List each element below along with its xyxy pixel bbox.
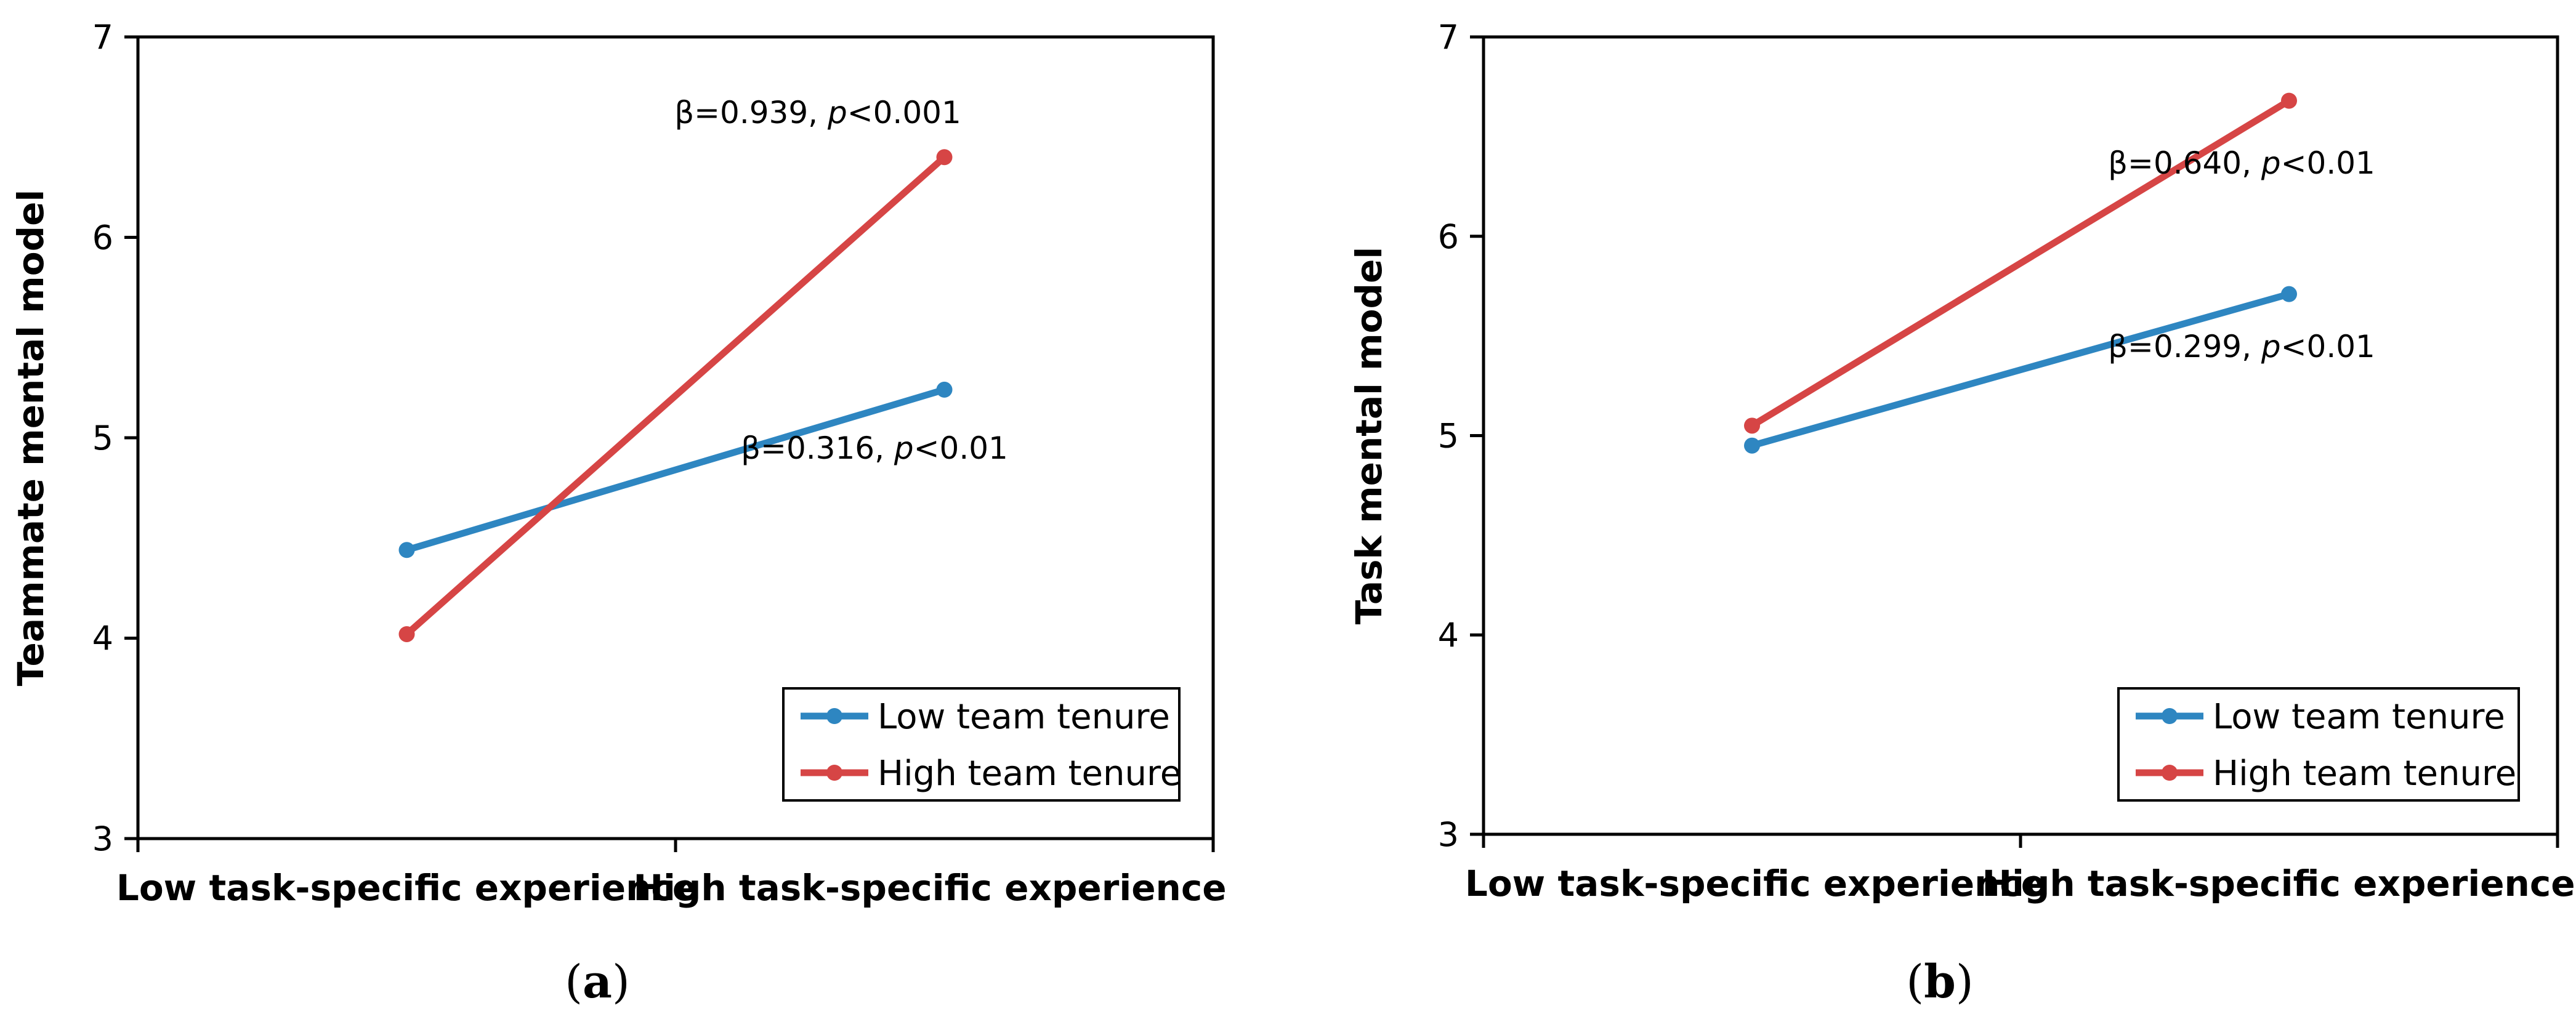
legend: Low team tenure High team tenure xyxy=(782,687,1181,802)
x-category-label: High task-specific experience xyxy=(1982,863,2575,904)
y-tick-label: 4 xyxy=(92,619,113,658)
series-line-high xyxy=(1748,97,2293,429)
data-point-high xyxy=(936,149,953,166)
legend-label-high: High team tenure xyxy=(2213,754,2516,794)
y-tick-label: 6 xyxy=(1438,217,1459,256)
legend-marker-high xyxy=(826,765,842,781)
y-tick-label: 3 xyxy=(1438,815,1459,854)
data-point-high xyxy=(2281,92,2297,109)
y-axis-label: Teammate mental model xyxy=(10,190,52,687)
legend-label-low: Low team tenure xyxy=(2213,697,2505,737)
y-tick-label: 7 xyxy=(1438,18,1459,57)
data-point-low xyxy=(1744,437,1760,454)
x-category-label: Low task-specific experience xyxy=(116,867,696,909)
x-category-label: High task-specific experience xyxy=(633,867,1226,909)
y-axis-label: Task mental model xyxy=(1348,247,1390,625)
data-point-low xyxy=(2281,286,2297,302)
legend-marker-high xyxy=(2162,765,2178,781)
y-tick-label: 5 xyxy=(92,419,113,457)
y-tick-label: 4 xyxy=(1438,616,1459,654)
series-line-low xyxy=(403,386,948,554)
legend-label-low: Low team tenure xyxy=(878,697,1170,737)
data-point-low xyxy=(398,542,415,558)
data-point-high xyxy=(1744,417,1760,434)
legend-box xyxy=(2117,687,2520,802)
legend-marker-low xyxy=(826,708,842,724)
legend: Low team tenure High team tenure xyxy=(2117,687,2520,802)
y-tick-label: 5 xyxy=(1438,417,1459,456)
beta-annotation-low: β=0.316, p<0.01 xyxy=(741,430,1008,466)
panel-label: (b) xyxy=(1906,956,1974,1009)
series-line-low xyxy=(1748,291,2293,449)
data-point-low xyxy=(936,381,953,398)
legend-label-high: High team tenure xyxy=(878,754,1181,794)
y-tick-label: 6 xyxy=(92,219,113,257)
data-point-high xyxy=(398,626,415,642)
beta-annotation-high: β=0.939, p<0.001 xyxy=(674,95,961,131)
beta-annotation-high: β=0.640, p<0.01 xyxy=(2108,145,2375,181)
legend-box xyxy=(782,687,1181,802)
beta-annotation-low: β=0.299, p<0.01 xyxy=(2108,329,2375,364)
series-line-high xyxy=(403,153,948,638)
legend-marker-low xyxy=(2162,708,2178,724)
x-category-label: Low task-specific experience xyxy=(1465,863,2045,904)
panel-label: (a) xyxy=(565,956,630,1009)
y-tick-label: 7 xyxy=(92,18,113,57)
y-tick-label: 3 xyxy=(92,820,113,858)
